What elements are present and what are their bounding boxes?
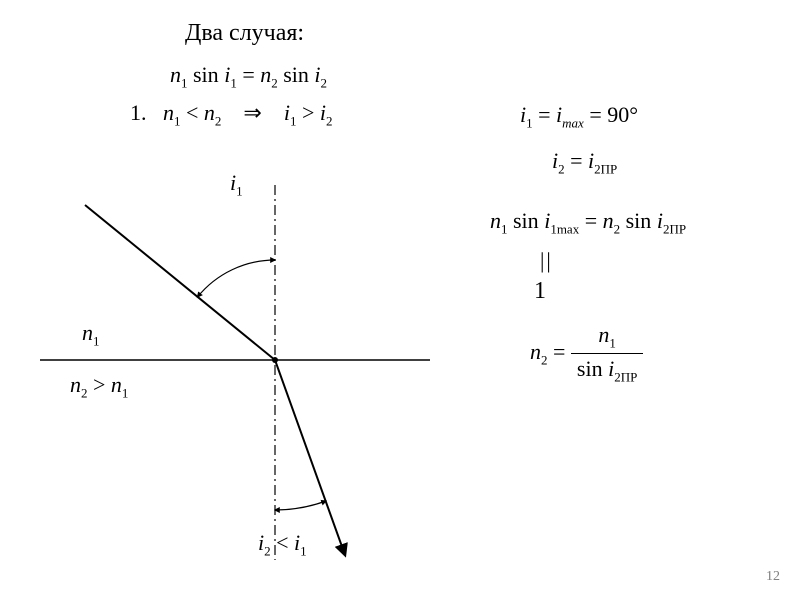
var-i2: i2 bbox=[320, 100, 333, 125]
eq-case1: 1. n1 < n2 ⇒ i1 > i2 bbox=[130, 100, 333, 129]
var-n2: n2 bbox=[204, 100, 222, 125]
eq-snell-max: n1 sin i1max = n2 sin i2ПР bbox=[490, 208, 686, 237]
var-n1: n1 bbox=[170, 62, 188, 87]
angle-arc-i2 bbox=[275, 501, 326, 510]
eq-one: 1 bbox=[534, 278, 546, 305]
eq-final: n2 = n1 sin i2ПР bbox=[530, 322, 643, 386]
op-eq: = bbox=[242, 62, 260, 87]
angle-arc-i1 bbox=[198, 260, 276, 297]
refraction-diagram bbox=[0, 0, 800, 600]
var-i1: i1 bbox=[224, 62, 237, 87]
op-gt: > bbox=[302, 100, 320, 125]
incident-ray bbox=[85, 205, 275, 360]
case-number: 1. bbox=[130, 100, 147, 125]
var-n2: n2 bbox=[260, 62, 278, 87]
eq-i2pr: i2 = i2ПР bbox=[552, 148, 617, 177]
eq-snell: n1 sin i1 = n2 sin i2 bbox=[170, 62, 327, 91]
label-i1: i1 bbox=[230, 170, 243, 199]
slide-number: 12 bbox=[766, 569, 780, 585]
intersection-point bbox=[272, 357, 278, 363]
fraction: n1 sin i2ПР bbox=[571, 322, 643, 386]
fraction-denominator: sin i2ПР bbox=[571, 354, 643, 385]
eq-imax: i1 = imax = 90° bbox=[520, 102, 638, 131]
eq-vert: || bbox=[540, 248, 553, 274]
var-i1: i1 bbox=[284, 100, 297, 125]
op-sin1: sin bbox=[193, 62, 219, 87]
op-sin2: sin bbox=[283, 62, 309, 87]
label-n2-relation: n2 > n1 bbox=[70, 372, 128, 401]
var-i2: i2 bbox=[314, 62, 327, 87]
arrow-icon: ⇒ bbox=[243, 100, 261, 125]
fraction-numerator: n1 bbox=[571, 322, 643, 354]
label-i2-relation: i2 < i1 bbox=[258, 530, 307, 559]
refracted-ray bbox=[275, 360, 345, 555]
op-lt: < bbox=[186, 100, 204, 125]
title: Два случая: bbox=[185, 20, 304, 47]
var-n1: n1 bbox=[163, 100, 181, 125]
slide: { "canvas": { "w": 800, "h": 600, "bg": … bbox=[0, 0, 800, 600]
label-n1: n1 bbox=[82, 320, 100, 349]
